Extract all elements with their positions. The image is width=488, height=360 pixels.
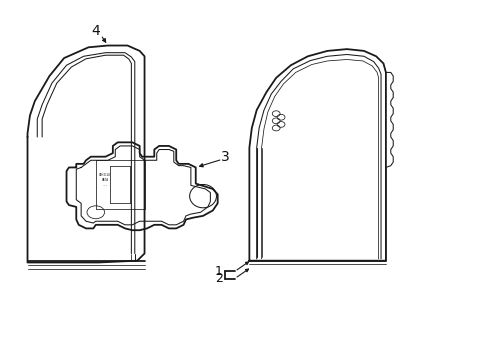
Text: 2: 2 <box>214 272 222 285</box>
Text: 3: 3 <box>220 150 229 164</box>
Text: 4: 4 <box>91 24 100 38</box>
Text: VEHICLE
DATA
---: VEHICLE DATA --- <box>99 173 111 187</box>
Text: 1: 1 <box>214 265 222 278</box>
